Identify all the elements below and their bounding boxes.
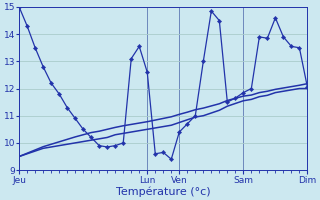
X-axis label: Température (°c): Température (°c) [116,186,211,197]
